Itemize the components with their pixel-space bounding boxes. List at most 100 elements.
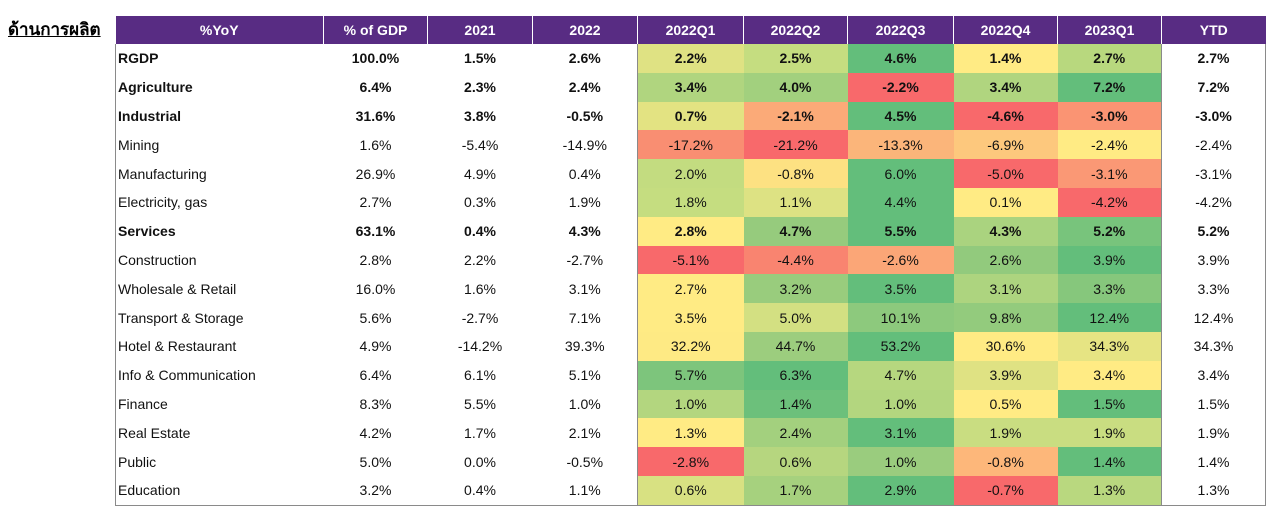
quarter-heat-cell: 1.7% <box>743 475 848 506</box>
quarter-heat-cell: 1.3% <box>637 418 744 448</box>
header-cell-2022: 2022 <box>532 16 638 44</box>
quarter-heat-cell: 3.1% <box>953 274 1058 304</box>
year-2021-cell: 6.1% <box>464 367 496 384</box>
quarter-heat-cell: 2.0% <box>637 159 744 188</box>
quarter-heat-cell: 0.6% <box>637 475 744 506</box>
ytd-cell: -3.1% <box>1161 159 1266 188</box>
row-label: RGDP <box>115 44 324 73</box>
quarter-heat-cell: 10.1% <box>847 303 954 332</box>
share-of-gdp-cell: 63.1% <box>355 223 396 240</box>
quarter-heat-cell: 53.2% <box>847 331 954 361</box>
ytd-cell: 5.2% <box>1161 216 1266 246</box>
row-label: Transport & Storage <box>115 303 324 332</box>
share-of-gdp-cell: 6.4% <box>359 367 392 384</box>
quarter-heat-cell: 30.6% <box>953 331 1058 361</box>
year-2021-cell: 2.2% <box>464 251 496 268</box>
share-of-gdp-cell: 16.0% <box>355 280 396 297</box>
year-2022-cell: 4.3% <box>532 216 638 246</box>
share-of-gdp-cell: 3.2% <box>359 482 392 499</box>
quarter-heat-cell: 4.6% <box>847 44 954 73</box>
ytd-cell: 1.9% <box>1161 418 1266 448</box>
quarter-heat-cell: -13.3% <box>847 130 954 160</box>
quarter-heat-cell: 5.0% <box>743 303 848 332</box>
quarter-heat-cell: -0.8% <box>953 447 1058 476</box>
quarter-heat-cell: 3.9% <box>953 360 1058 390</box>
quarter-heat-cell: 44.7% <box>743 331 848 361</box>
quarter-heat-cell: -4.6% <box>953 101 1058 131</box>
row-label: Agriculture <box>115 72 324 102</box>
quarter-heat-cell: 1.9% <box>1057 418 1162 448</box>
table-row: Finance 8.3% 5.5% 1.0% 1.0% 1.4% 1.0% 0.5% 1.5% 1… <box>115 389 1266 419</box>
year-2021-cell: -5.4% <box>461 136 499 153</box>
ytd-cell: -2.4% <box>1161 130 1266 160</box>
year-2022-cell: -14.9% <box>532 130 638 160</box>
quarter-heat-cell: -2.4% <box>1057 130 1162 160</box>
ytd-cell: 1.5% <box>1161 389 1266 419</box>
ytd-cell: 7.2% <box>1161 72 1266 102</box>
table-row: Hotel & Restaurant 4.9% -14.2% 39.3% 32.2% 44… <box>115 331 1266 361</box>
share-of-gdp-cell: 26.9% <box>355 165 396 182</box>
quarter-heat-cell: 1.1% <box>743 187 848 217</box>
quarter-heat-cell: 1.4% <box>743 389 848 419</box>
quarter-heat-cell: 9.8% <box>953 303 1058 332</box>
quarter-heat-cell: -5.1% <box>637 245 744 275</box>
quarter-heat-cell: 3.9% <box>1057 245 1162 275</box>
row-label: Construction <box>115 245 324 275</box>
row-label: Info & Communication <box>115 360 324 390</box>
quarter-heat-cell: 3.1% <box>847 418 954 448</box>
year-2022-cell: 2.4% <box>532 72 638 102</box>
quarter-heat-cell: 1.0% <box>847 447 954 476</box>
year-2022-cell: -2.7% <box>532 245 638 275</box>
quarter-heat-cell: 1.0% <box>637 389 744 419</box>
ytd-cell: 34.3% <box>1161 331 1266 361</box>
row-label: Industrial <box>115 101 324 131</box>
year-2022-cell: 1.0% <box>532 389 638 419</box>
quarter-heat-cell: 3.5% <box>847 274 954 304</box>
quarter-heat-cell: 1.0% <box>847 389 954 419</box>
year-2021-cell: -2.7% <box>461 309 499 326</box>
row-label: Services <box>115 216 324 246</box>
year-2021-cell: 4.9% <box>464 165 496 182</box>
row-label: Mining <box>115 130 324 160</box>
year-2021-cell: 5.5% <box>464 395 496 412</box>
quarter-heat-cell: -17.2% <box>637 130 744 160</box>
year-2022-cell: 39.3% <box>532 331 638 361</box>
quarter-heat-cell: -2.1% <box>743 101 848 131</box>
quarter-heat-cell: -2.6% <box>847 245 954 275</box>
quarter-heat-cell: -3.0% <box>1057 101 1162 131</box>
year-2022-cell: 7.1% <box>532 303 638 332</box>
quarter-heat-cell: 12.4% <box>1057 303 1162 332</box>
ytd-cell: 1.3% <box>1161 475 1266 506</box>
share-of-gdp-cell: 8.3% <box>359 395 392 412</box>
quarter-heat-cell: 2.5% <box>743 44 848 73</box>
share-of-gdp-cell: 31.6% <box>355 107 396 124</box>
quarter-heat-cell: 0.5% <box>953 389 1058 419</box>
section-label: ด้านการผลิต <box>8 20 101 40</box>
table-row: Industrial 31.6% 3.8% -0.5% 0.7% -2.1% 4.5% -4.… <box>115 101 1266 131</box>
row-label: Hotel & Restaurant <box>115 331 324 361</box>
year-2021-cell: 0.3% <box>464 194 496 211</box>
ytd-cell: 3.9% <box>1161 245 1266 275</box>
table-body: RGDP 100.0% 1.5% 2.6% 2.2% 2.5% 4.6% 1.4% 2.7% 2.… <box>115 44 1266 506</box>
table-row: Mining 1.6% -5.4% -14.9% -17.2% -21.2% -13.3% -… <box>115 130 1266 160</box>
quarter-heat-cell: -3.1% <box>1057 159 1162 188</box>
quarter-heat-cell: 6.3% <box>743 360 848 390</box>
quarter-heat-cell: 0.1% <box>953 187 1058 217</box>
quarter-heat-cell: 2.2% <box>637 44 744 73</box>
table-row: Agriculture 6.4% 2.3% 2.4% 3.4% 4.0% -2.2% 3.4%… <box>115 72 1266 102</box>
year-2022-cell: 2.6% <box>532 44 638 73</box>
year-2022-cell: 3.1% <box>532 274 638 304</box>
header-cell-2022q4: 2022Q4 <box>953 16 1058 44</box>
year-2021-cell: 0.0% <box>464 453 496 470</box>
ytd-cell: 3.3% <box>1161 274 1266 304</box>
header-row: %YoY % of GDP 2021 2022 2022Q1 2022Q2 20… <box>115 16 1266 44</box>
table-row: Wholesale & Retail 16.0% 1.6% 3.1% 2.7% 3.2% 3… <box>115 274 1266 304</box>
year-2021-cell: 2.3% <box>464 79 496 96</box>
year-2021-cell: 0.4% <box>464 223 496 240</box>
table-row: Manufacturing 26.9% 4.9% 0.4% 2.0% -0.8% 6.0% -… <box>115 159 1266 188</box>
quarter-heat-cell: 1.5% <box>1057 389 1162 419</box>
share-of-gdp-cell: 2.8% <box>359 251 392 268</box>
header-cell-share: % of GDP <box>323 16 428 44</box>
header-cell-2023q1: 2023Q1 <box>1057 16 1162 44</box>
table-row: Real Estate 4.2% 1.7% 2.1% 1.3% 2.4% 3.1% 1.9% 1… <box>115 418 1266 448</box>
